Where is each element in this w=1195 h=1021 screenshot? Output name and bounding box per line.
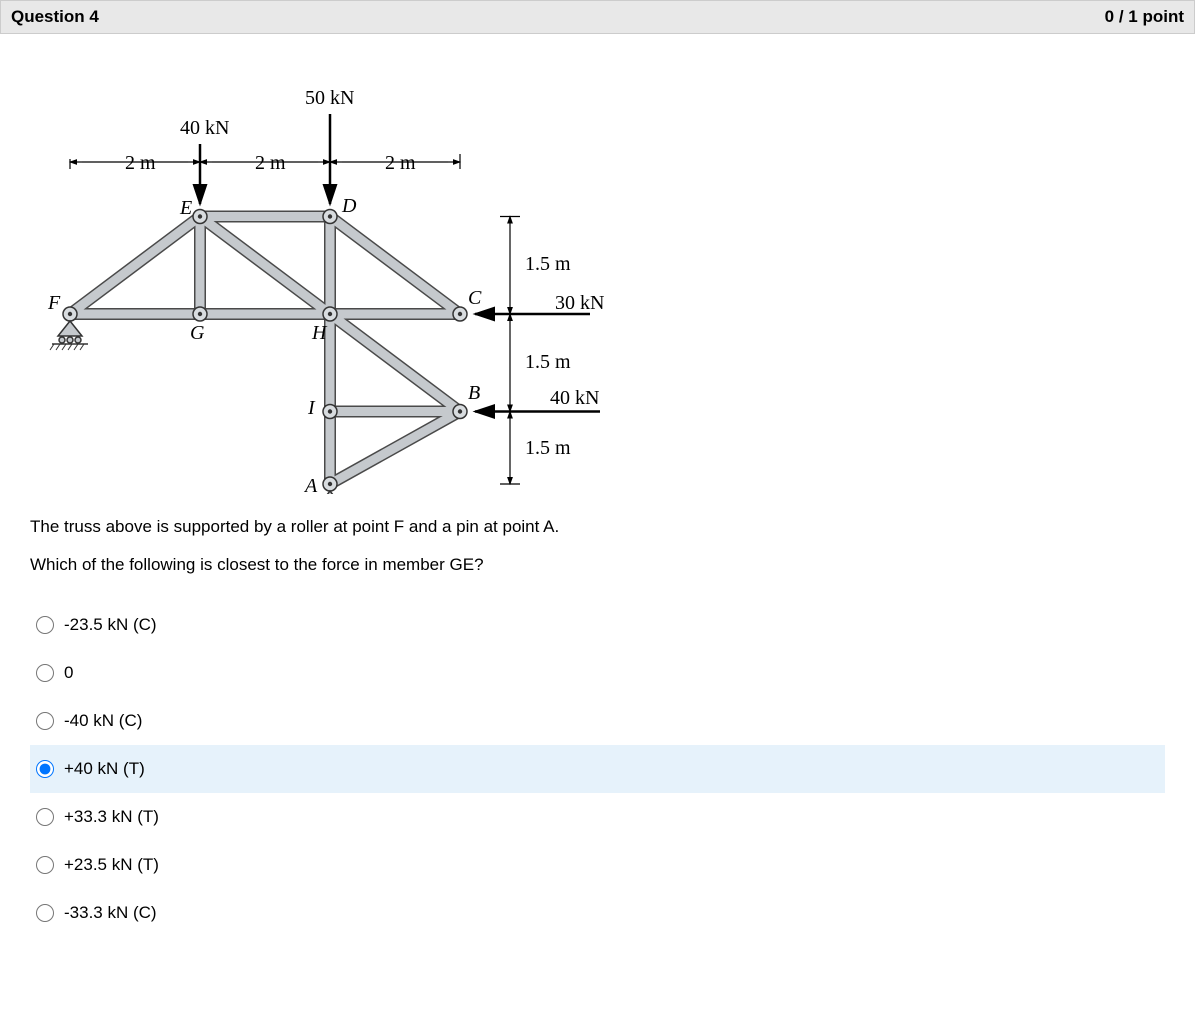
option-row[interactable]: 0 [30, 649, 1165, 697]
svg-text:1.5 m: 1.5 m [525, 437, 571, 459]
svg-text:2 m: 2 m [125, 152, 156, 174]
truss-diagram: 40 kN 50 kN 30 kN 40 kN 2 m 2 m 2 m 1.5 … [30, 54, 650, 494]
svg-text:A: A [303, 475, 318, 494]
option-label: -33.3 kN (C) [64, 903, 157, 923]
svg-text:40 kN: 40 kN [550, 387, 599, 409]
svg-text:2 m: 2 m [385, 152, 416, 174]
question-header: Question 4 0 / 1 point [0, 0, 1195, 34]
option-radio[interactable] [36, 760, 54, 778]
option-radio[interactable] [36, 904, 54, 922]
option-label: +33.3 kN (T) [64, 807, 159, 827]
svg-text:C: C [468, 287, 482, 309]
option-row[interactable]: +33.3 kN (T) [30, 793, 1165, 841]
option-label: -40 kN (C) [64, 711, 142, 731]
svg-text:G: G [190, 322, 205, 344]
svg-text:H: H [311, 322, 328, 344]
svg-text:2 m: 2 m [255, 152, 286, 174]
question-text-2: Which of the following is closest to the… [30, 552, 1165, 578]
option-label: 0 [64, 663, 73, 683]
svg-text:D: D [341, 195, 357, 217]
option-label: +23.5 kN (T) [64, 855, 159, 875]
svg-text:50 kN: 50 kN [305, 87, 354, 109]
svg-text:F: F [47, 292, 61, 314]
option-radio[interactable] [36, 856, 54, 874]
option-row[interactable]: +23.5 kN (T) [30, 841, 1165, 889]
option-radio[interactable] [36, 808, 54, 826]
option-row[interactable]: -23.5 kN (C) [30, 601, 1165, 649]
option-row[interactable]: -40 kN (C) [30, 697, 1165, 745]
option-label: -23.5 kN (C) [64, 615, 157, 635]
svg-text:30 kN: 30 kN [555, 292, 604, 314]
option-row[interactable]: -33.3 kN (C) [30, 889, 1165, 937]
svg-text:1.5 m: 1.5 m [525, 351, 571, 373]
question-title: Question 4 [11, 7, 99, 27]
roller-support [50, 321, 88, 350]
question-text-1: The truss above is supported by a roller… [30, 514, 1165, 540]
option-radio[interactable] [36, 712, 54, 730]
svg-text:B: B [468, 382, 480, 404]
question-points: 0 / 1 point [1105, 7, 1184, 27]
svg-text:I: I [307, 397, 316, 419]
option-label: +40 kN (T) [64, 759, 145, 779]
joints [63, 210, 467, 492]
svg-text:E: E [179, 197, 192, 219]
svg-text:1.5 m: 1.5 m [525, 253, 571, 275]
question-content: 40 kN 50 kN 30 kN 40 kN 2 m 2 m 2 m 1.5 … [0, 34, 1195, 957]
svg-text:40 kN: 40 kN [180, 117, 229, 139]
option-radio[interactable] [36, 664, 54, 682]
options-list: -23.5 kN (C) 0 -40 kN (C) +40 kN (T) +33.3 k… [30, 601, 1165, 937]
option-row[interactable]: +40 kN (T) [30, 745, 1165, 793]
dim-right [500, 217, 520, 485]
option-radio[interactable] [36, 616, 54, 634]
